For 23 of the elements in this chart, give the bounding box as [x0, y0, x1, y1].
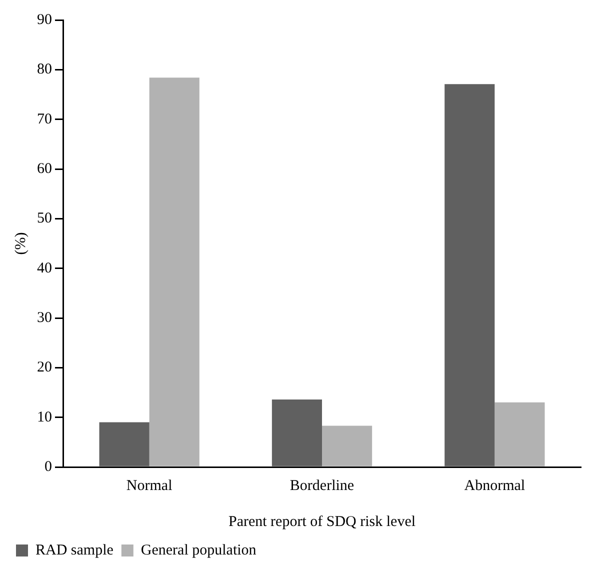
y-tick-label: 10 — [37, 409, 52, 426]
x-tick-label: Abnormal — [464, 478, 526, 494]
y-tick-label: 80 — [37, 62, 52, 78]
y-tick-label: 40 — [37, 260, 52, 276]
bar — [494, 402, 545, 466]
bar — [322, 426, 372, 466]
legend-label: RAD sample — [36, 542, 114, 558]
legend-label: General population — [140, 542, 257, 558]
y-tick-label: 70 — [37, 111, 52, 128]
y-tick-label: 90 — [37, 12, 52, 28]
bar — [444, 84, 495, 466]
y-tick-label: 50 — [37, 210, 52, 227]
bar — [272, 399, 322, 466]
y-tick-label: 30 — [37, 310, 52, 326]
x-axis-title: Parent report of SDQ risk level — [228, 514, 416, 530]
y-tick-label: 60 — [37, 160, 52, 177]
x-tick-label: Normal — [126, 478, 172, 494]
bar — [99, 422, 150, 466]
y-axis-title: (%) — [12, 232, 29, 255]
bar — [149, 78, 200, 466]
y-tick-label: 20 — [37, 360, 52, 376]
x-tick-label: Borderline — [290, 478, 354, 494]
y-tick-label: 0 — [44, 458, 52, 475]
